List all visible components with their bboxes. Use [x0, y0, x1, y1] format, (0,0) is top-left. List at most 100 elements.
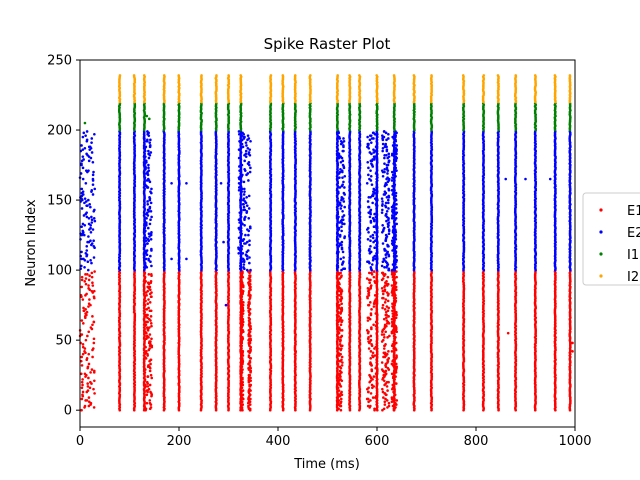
spike-mark	[369, 334, 373, 338]
spike-mark	[336, 271, 340, 275]
spike-mark	[84, 273, 87, 276]
spike-mark	[81, 390, 85, 394]
spike-mark	[82, 306, 85, 310]
spike-mark	[373, 280, 377, 283]
spike-mark	[143, 378, 147, 381]
spike-mark	[239, 331, 243, 335]
spike-mark	[384, 298, 388, 301]
spike-mark	[149, 406, 153, 409]
spike-mark	[247, 373, 251, 377]
spike-mark	[336, 362, 340, 366]
spike-mark	[147, 306, 150, 310]
spike-mark	[80, 319, 84, 322]
spike-mark	[146, 375, 150, 378]
spike-mark	[143, 303, 147, 307]
spike-mark	[93, 392, 96, 395]
spike-mark	[337, 347, 341, 350]
spike-mark	[385, 319, 389, 322]
spike-mark	[380, 287, 384, 290]
spike-mark	[336, 336, 340, 339]
spike-mark	[374, 324, 378, 328]
spike-mark	[149, 373, 153, 377]
spike-mark	[393, 393, 397, 397]
spike-mark	[373, 354, 377, 357]
spike-mark	[368, 373, 371, 377]
spike-mark	[369, 399, 372, 402]
spike-mark	[383, 403, 387, 406]
spike-mark	[143, 368, 147, 371]
spike-mark	[388, 334, 391, 338]
spike-mark	[382, 351, 386, 355]
spike-mark	[366, 287, 370, 290]
spike-mark	[150, 376, 154, 380]
spike-mark	[148, 301, 152, 304]
spike-mark	[381, 303, 385, 307]
spike-mark	[385, 385, 389, 388]
spike-mark	[367, 347, 371, 350]
spike-mark	[336, 358, 340, 362]
spike-mark	[81, 298, 85, 301]
spike-mark	[80, 285, 84, 289]
spike-mark	[81, 378, 84, 381]
spike-mark	[145, 393, 149, 397]
spike-mark	[87, 278, 91, 282]
spike-mark	[367, 336, 370, 339]
spike-mark	[384, 330, 387, 334]
spike-mark	[86, 382, 89, 385]
spike-mark	[394, 401, 397, 405]
spike-mark	[89, 326, 93, 329]
spike-mark	[381, 292, 385, 296]
spike-mark	[80, 386, 84, 390]
spike-mark	[92, 341, 96, 345]
spike-mark	[86, 389, 90, 392]
spike-mark	[390, 362, 394, 366]
spike-mark	[86, 385, 90, 388]
spike-mark	[83, 404, 87, 408]
spike-mark	[370, 368, 373, 371]
spike-mark	[339, 397, 343, 401]
spike-mark	[248, 387, 251, 391]
spike-mark	[337, 403, 340, 406]
spike-mark	[391, 312, 395, 315]
spike-mark	[380, 361, 384, 364]
spike-mark	[387, 380, 390, 384]
spike-mark	[88, 298, 91, 301]
spike-mark	[144, 280, 147, 283]
spike-mark	[375, 343, 379, 346]
spike-mark	[90, 271, 94, 275]
spike-mark	[340, 302, 343, 306]
spike-mark	[375, 382, 379, 385]
spike-mark	[240, 357, 243, 360]
spike-mark	[340, 295, 343, 299]
spike-mark	[86, 365, 90, 369]
spike-mark	[92, 406, 96, 409]
spike-mark	[149, 362, 152, 366]
spike-mark	[150, 291, 153, 294]
spike-mark	[366, 319, 370, 322]
spike-mark	[247, 354, 251, 357]
spike-mark	[385, 291, 389, 294]
spike-mark	[391, 309, 394, 313]
spike-mark	[294, 350, 297, 353]
spike-mark	[80, 355, 83, 359]
spike-mark	[143, 271, 147, 275]
spike-mark	[395, 275, 398, 279]
spike-mark	[85, 292, 88, 296]
spike-mark	[80, 408, 83, 412]
spike-mark	[370, 326, 373, 329]
spike-mark	[385, 305, 389, 308]
series-e1	[78, 270, 574, 412]
spike-mark	[369, 284, 373, 287]
spike-mark	[150, 337, 153, 341]
spike-mark	[394, 324, 398, 328]
spike-mark	[374, 345, 378, 349]
spike-mark	[384, 397, 387, 401]
spike-mark	[145, 326, 149, 329]
spike-mark	[369, 338, 373, 342]
spike-mark	[374, 312, 378, 315]
spike-mark	[143, 383, 147, 387]
spike-mark	[80, 364, 84, 367]
spike-mark	[385, 280, 388, 283]
spike-mark	[248, 359, 252, 363]
spike-mark	[148, 401, 152, 405]
